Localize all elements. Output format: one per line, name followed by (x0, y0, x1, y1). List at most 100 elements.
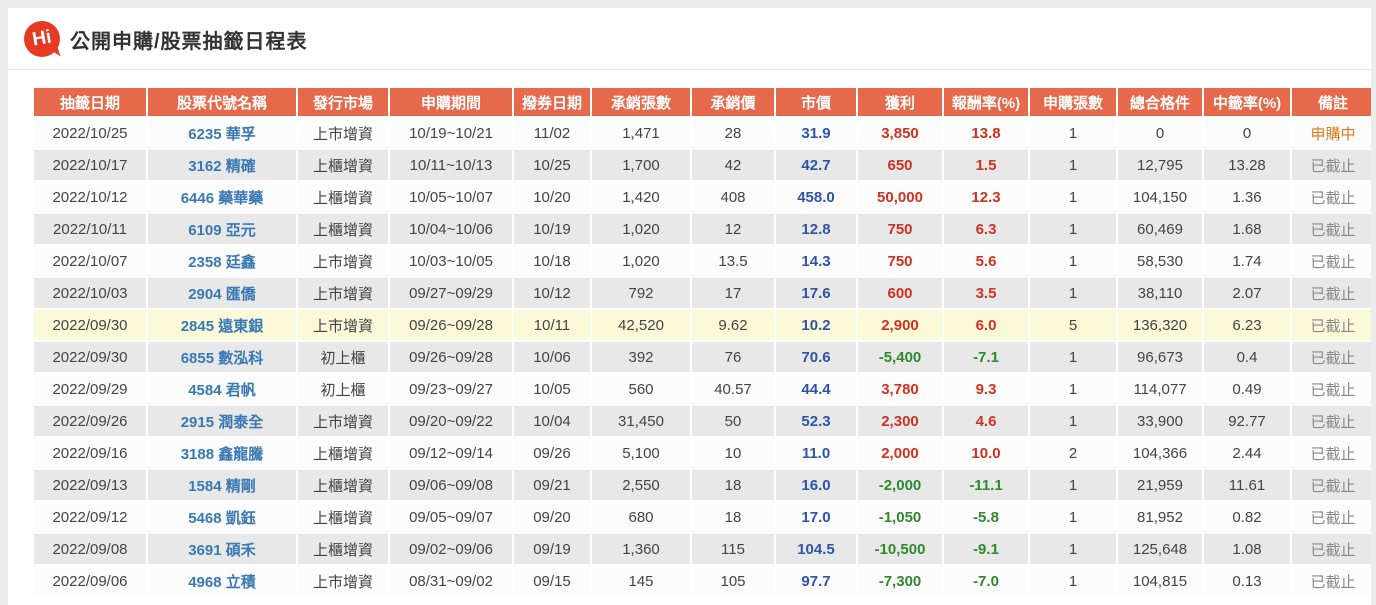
cell-subscribed-lots: 1 (1030, 342, 1116, 372)
stock-link[interactable]: 6855 數泓科 (180, 349, 264, 367)
cell-market-price: 97.7 (776, 566, 856, 596)
cell-underwriting-price: 17 (692, 278, 774, 308)
cell-remark: 已截止 (1292, 374, 1371, 404)
cell-remark: 已截止 (1292, 150, 1371, 180)
table-row: 2022/09/30 2845 遠東銀 上市增資 09/26~09/28 10/11 42… (34, 310, 1371, 340)
stock-link[interactable]: 2915 潤泰全 (180, 413, 264, 431)
cell-win-rate: 1.36 (1204, 182, 1290, 212)
cell-subscribed-lots: 2 (1030, 438, 1116, 468)
cell-total-qualified: 33,900 (1118, 406, 1202, 436)
cell-remark: 已截止 (1292, 502, 1371, 532)
cell-market-price: 104.5 (776, 534, 856, 564)
cell-remark: 已截止 (1292, 438, 1371, 468)
cell-underwriting-lots: 392 (592, 342, 690, 372)
cell-remark: 已截止 (1292, 310, 1371, 340)
cell-stock: 3162 精確 (148, 150, 296, 180)
cell-win-rate: 92.77 (1204, 406, 1290, 436)
cell-market-price: 14.3 (776, 246, 856, 276)
cell-win-rate: 0.4 (1204, 342, 1290, 372)
cell-profit: 3,780 (858, 374, 942, 404)
stock-link[interactable]: 4584 君帆 (188, 381, 256, 399)
cell-subscribed-lots: 1 (1030, 150, 1116, 180)
cell-subscription-period: 10/11~10/13 (390, 150, 512, 180)
cell-market: 上櫃增資 (298, 470, 388, 500)
cell-market: 上櫃增資 (298, 438, 388, 468)
stock-link[interactable]: 6109 亞元 (188, 221, 256, 239)
cell-return-rate: 5.6 (944, 246, 1028, 276)
column-header-allotment-date: 撥券日期 (514, 88, 590, 116)
cell-profit: 2,300 (858, 406, 942, 436)
cell-allotment-date: 09/15 (514, 566, 590, 596)
cell-stock: 4968 立積 (148, 566, 296, 596)
cell-stock: 6109 亞元 (148, 214, 296, 244)
cell-remark: 申購中 (1292, 118, 1371, 148)
table-row: 2022/09/26 2915 潤泰全 上市增資 09/20~09/22 10/04 31… (34, 406, 1371, 436)
cell-subscribed-lots: 1 (1030, 534, 1116, 564)
cell-allotment-date: 10/12 (514, 278, 590, 308)
cell-remark: 已截止 (1292, 182, 1371, 212)
column-header-total-qualified: 總合格件 (1118, 88, 1202, 116)
histock-logo-icon: Hi (24, 21, 61, 60)
stock-link[interactable]: 3162 精確 (188, 157, 256, 175)
cell-remark: 已截止 (1292, 406, 1371, 436)
cell-total-qualified: 0 (1118, 118, 1202, 148)
stock-link[interactable]: 2358 廷鑫 (188, 253, 256, 271)
cell-total-qualified: 136,320 (1118, 310, 1202, 340)
table-row: 2022/09/08 3691 碩禾 上櫃增資 09/02~09/06 09/19 1,3… (34, 534, 1371, 564)
column-header-underwriting-price: 承銷價 (692, 88, 774, 116)
cell-subscribed-lots: 1 (1030, 182, 1116, 212)
cell-allotment-date: 10/25 (514, 150, 590, 180)
cell-profit: 2,900 (858, 310, 942, 340)
cell-win-rate: 6.23 (1204, 310, 1290, 340)
stock-link[interactable]: 4968 立積 (188, 573, 256, 591)
cell-return-rate: 10.0 (944, 438, 1028, 468)
table-row: 2022/09/30 6855 數泓科 初上櫃 09/26~09/28 10/06 392… (34, 342, 1371, 372)
table-row: 2022/09/12 5468 凱鈺 上櫃增資 09/05~09/07 09/20 680… (34, 502, 1371, 532)
cell-allotment-date: 10/05 (514, 374, 590, 404)
cell-underwriting-lots: 31,450 (592, 406, 690, 436)
cell-remark: 已截止 (1292, 278, 1371, 308)
cell-remark: 已截止 (1292, 342, 1371, 372)
cell-market-price: 458.0 (776, 182, 856, 212)
table-row: 2022/10/11 6109 亞元 上櫃增資 10/04~10/06 10/19 1,0… (34, 214, 1371, 244)
stock-link[interactable]: 2904 匯僑 (188, 285, 256, 303)
cell-subscribed-lots: 1 (1030, 278, 1116, 308)
column-header-win-rate: 中籤率(%) (1204, 88, 1290, 116)
cell-market-price: 52.3 (776, 406, 856, 436)
cell-stock: 2358 廷鑫 (148, 246, 296, 276)
cell-total-qualified: 21,959 (1118, 470, 1202, 500)
cell-market: 上市增資 (298, 310, 388, 340)
stock-link[interactable]: 6446 藥華藥 (180, 189, 264, 207)
cell-underwriting-price: 42 (692, 150, 774, 180)
cell-underwriting-lots: 680 (592, 502, 690, 532)
cell-market: 上市增資 (298, 118, 388, 148)
cell-subscription-period: 10/19~10/21 (390, 118, 512, 148)
cell-return-rate: 9.3 (944, 374, 1028, 404)
stock-link[interactable]: 2845 遠東銀 (180, 317, 264, 335)
cell-subscription-period: 10/04~10/06 (390, 214, 512, 244)
cell-allotment-date: 10/06 (514, 342, 590, 372)
cell-draw-date: 2022/10/12 (34, 182, 146, 212)
stock-link[interactable]: 3691 碩禾 (188, 541, 256, 559)
cell-remark: 已截止 (1292, 246, 1371, 276)
cell-allotment-date: 09/26 (514, 438, 590, 468)
column-header-market: 發行市場 (298, 88, 388, 116)
column-header-remark: 備註 (1292, 88, 1371, 116)
cell-underwriting-price: 40.57 (692, 374, 774, 404)
cell-underwriting-lots: 145 (592, 566, 690, 596)
stock-link[interactable]: 1584 精剛 (188, 477, 256, 495)
cell-remark: 已截止 (1292, 214, 1371, 244)
stock-link[interactable]: 3188 鑫龍騰 (180, 445, 264, 463)
cell-win-rate: 0.49 (1204, 374, 1290, 404)
stock-link[interactable]: 5468 凱鈺 (188, 509, 256, 527)
stock-link[interactable]: 6235 華孚 (188, 125, 256, 143)
cell-remark: 已截止 (1292, 470, 1371, 500)
cell-win-rate: 0 (1204, 118, 1290, 148)
cell-draw-date: 2022/09/13 (34, 470, 146, 500)
cell-return-rate: 12.3 (944, 182, 1028, 212)
cell-win-rate: 11.61 (1204, 470, 1290, 500)
table-row: 2022/09/29 4584 君帆 初上櫃 09/23~09/27 10/05 560 4… (34, 374, 1371, 404)
cell-subscribed-lots: 1 (1030, 374, 1116, 404)
column-header-subscribed-lots: 申購張數 (1030, 88, 1116, 116)
cell-draw-date: 2022/09/29 (34, 374, 146, 404)
